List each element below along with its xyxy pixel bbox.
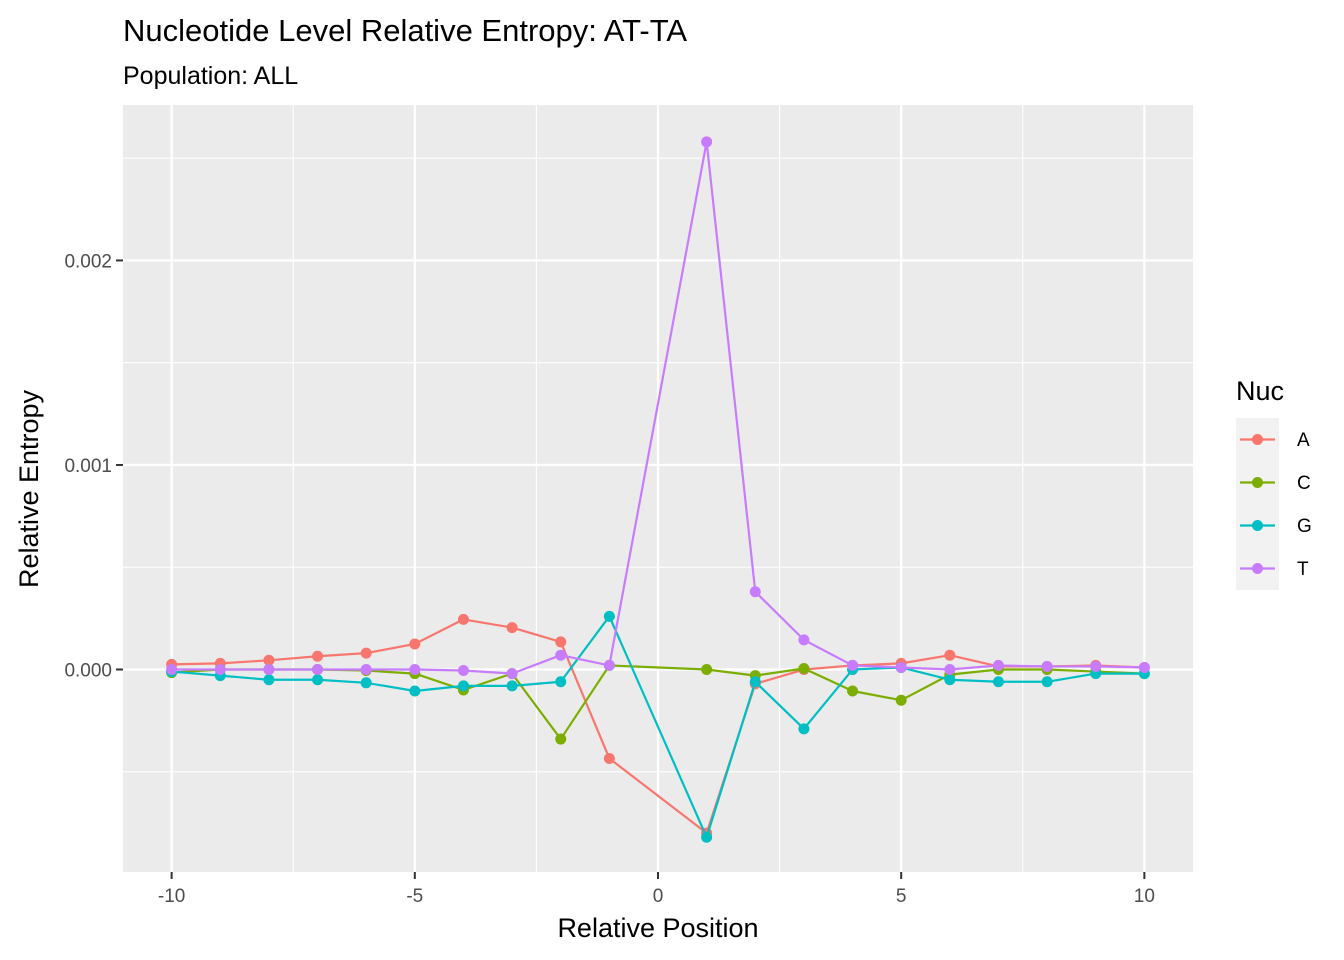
data-point-T bbox=[1090, 660, 1102, 672]
chart-subtitle: Population: ALL bbox=[123, 62, 298, 90]
data-point-A bbox=[409, 638, 421, 650]
data-point-C bbox=[701, 664, 713, 676]
series-line-A bbox=[171, 618, 1145, 835]
series-T bbox=[166, 136, 1150, 680]
data-point-G bbox=[749, 676, 761, 688]
data-point-T bbox=[603, 659, 615, 671]
legend-key-point bbox=[1252, 477, 1263, 488]
data-point-T bbox=[360, 664, 372, 676]
data-point-A bbox=[944, 649, 956, 661]
legend-label: C bbox=[1297, 473, 1311, 494]
data-point-T bbox=[895, 661, 907, 673]
data-point-G bbox=[992, 676, 1004, 688]
data-point-G bbox=[457, 680, 469, 692]
y-axis-title: Relative Entropy bbox=[14, 389, 44, 588]
data-point-C bbox=[555, 733, 567, 745]
data-point-C bbox=[798, 662, 810, 674]
x-axis-title: Relative Position bbox=[557, 913, 758, 943]
data-point-G bbox=[798, 723, 810, 735]
data-point-A bbox=[457, 613, 469, 625]
data-point-G bbox=[409, 685, 421, 697]
x-tick-label: -10 bbox=[158, 886, 185, 907]
legend-item-A: A bbox=[1236, 418, 1310, 461]
data-point-C bbox=[895, 694, 907, 706]
legend-key-point bbox=[1252, 434, 1263, 445]
legend-keys: A C G T bbox=[1236, 418, 1312, 590]
major-gridlines bbox=[123, 105, 1193, 872]
series-line-T bbox=[171, 140, 1145, 675]
x-tick-label: 0 bbox=[653, 886, 664, 907]
data-point-T bbox=[798, 634, 810, 646]
chart-title: Nucleotide Level Relative Entropy: AT-TA bbox=[123, 13, 687, 48]
data-point-T bbox=[701, 136, 713, 148]
data-point-G bbox=[603, 610, 615, 622]
data-point-T bbox=[409, 664, 421, 676]
data-point-T bbox=[166, 664, 178, 676]
data-point-T bbox=[992, 659, 1004, 671]
y-tick-label: 0.001 bbox=[64, 456, 112, 477]
data-point-G bbox=[312, 674, 324, 686]
legend-key-point bbox=[1252, 520, 1263, 531]
data-point-T bbox=[506, 668, 518, 680]
data-point-T bbox=[749, 586, 761, 598]
data-point-G bbox=[1041, 676, 1053, 688]
data-point-A bbox=[555, 636, 567, 648]
series-layer bbox=[166, 136, 1150, 843]
legend-item-C: C bbox=[1236, 461, 1311, 504]
data-point-G bbox=[506, 680, 518, 692]
data-point-T bbox=[312, 664, 324, 676]
legend: Nuc A C G T bbox=[1236, 376, 1312, 590]
data-point-T bbox=[1041, 660, 1053, 672]
data-point-T bbox=[944, 664, 956, 676]
data-point-T bbox=[457, 665, 469, 677]
data-point-A bbox=[360, 647, 372, 659]
data-point-G bbox=[263, 674, 275, 686]
data-point-A bbox=[263, 654, 275, 666]
data-point-T bbox=[263, 664, 275, 676]
legend-item-G: G bbox=[1236, 504, 1312, 547]
data-point-A bbox=[506, 622, 518, 634]
x-tick-label: 5 bbox=[896, 886, 907, 907]
legend-label: A bbox=[1297, 430, 1310, 451]
data-point-A bbox=[312, 650, 324, 662]
y-tick-label: 0.000 bbox=[64, 661, 112, 682]
legend-title: Nuc bbox=[1236, 376, 1284, 406]
data-point-G bbox=[360, 677, 372, 689]
legend-item-T: T bbox=[1236, 547, 1309, 590]
data-point-T bbox=[214, 664, 226, 676]
legend-label: G bbox=[1297, 516, 1312, 537]
x-axis: -10 -5 0 5 10 bbox=[158, 872, 1155, 907]
y-axis: 0.000 0.001 0.002 bbox=[64, 251, 123, 682]
data-point-T bbox=[1138, 661, 1150, 673]
data-point-A bbox=[603, 752, 615, 764]
x-tick-label: -5 bbox=[406, 886, 423, 907]
legend-key-point bbox=[1252, 563, 1263, 574]
x-tick-label: 10 bbox=[1134, 886, 1155, 907]
y-tick-label: 0.002 bbox=[64, 251, 112, 272]
data-point-C bbox=[847, 685, 859, 697]
data-point-T bbox=[847, 659, 859, 671]
data-point-G bbox=[944, 674, 956, 686]
data-point-G bbox=[701, 831, 713, 843]
data-point-G bbox=[555, 676, 567, 688]
series-line-G bbox=[171, 615, 1145, 839]
data-point-T bbox=[555, 649, 567, 661]
legend-label: T bbox=[1297, 559, 1309, 580]
